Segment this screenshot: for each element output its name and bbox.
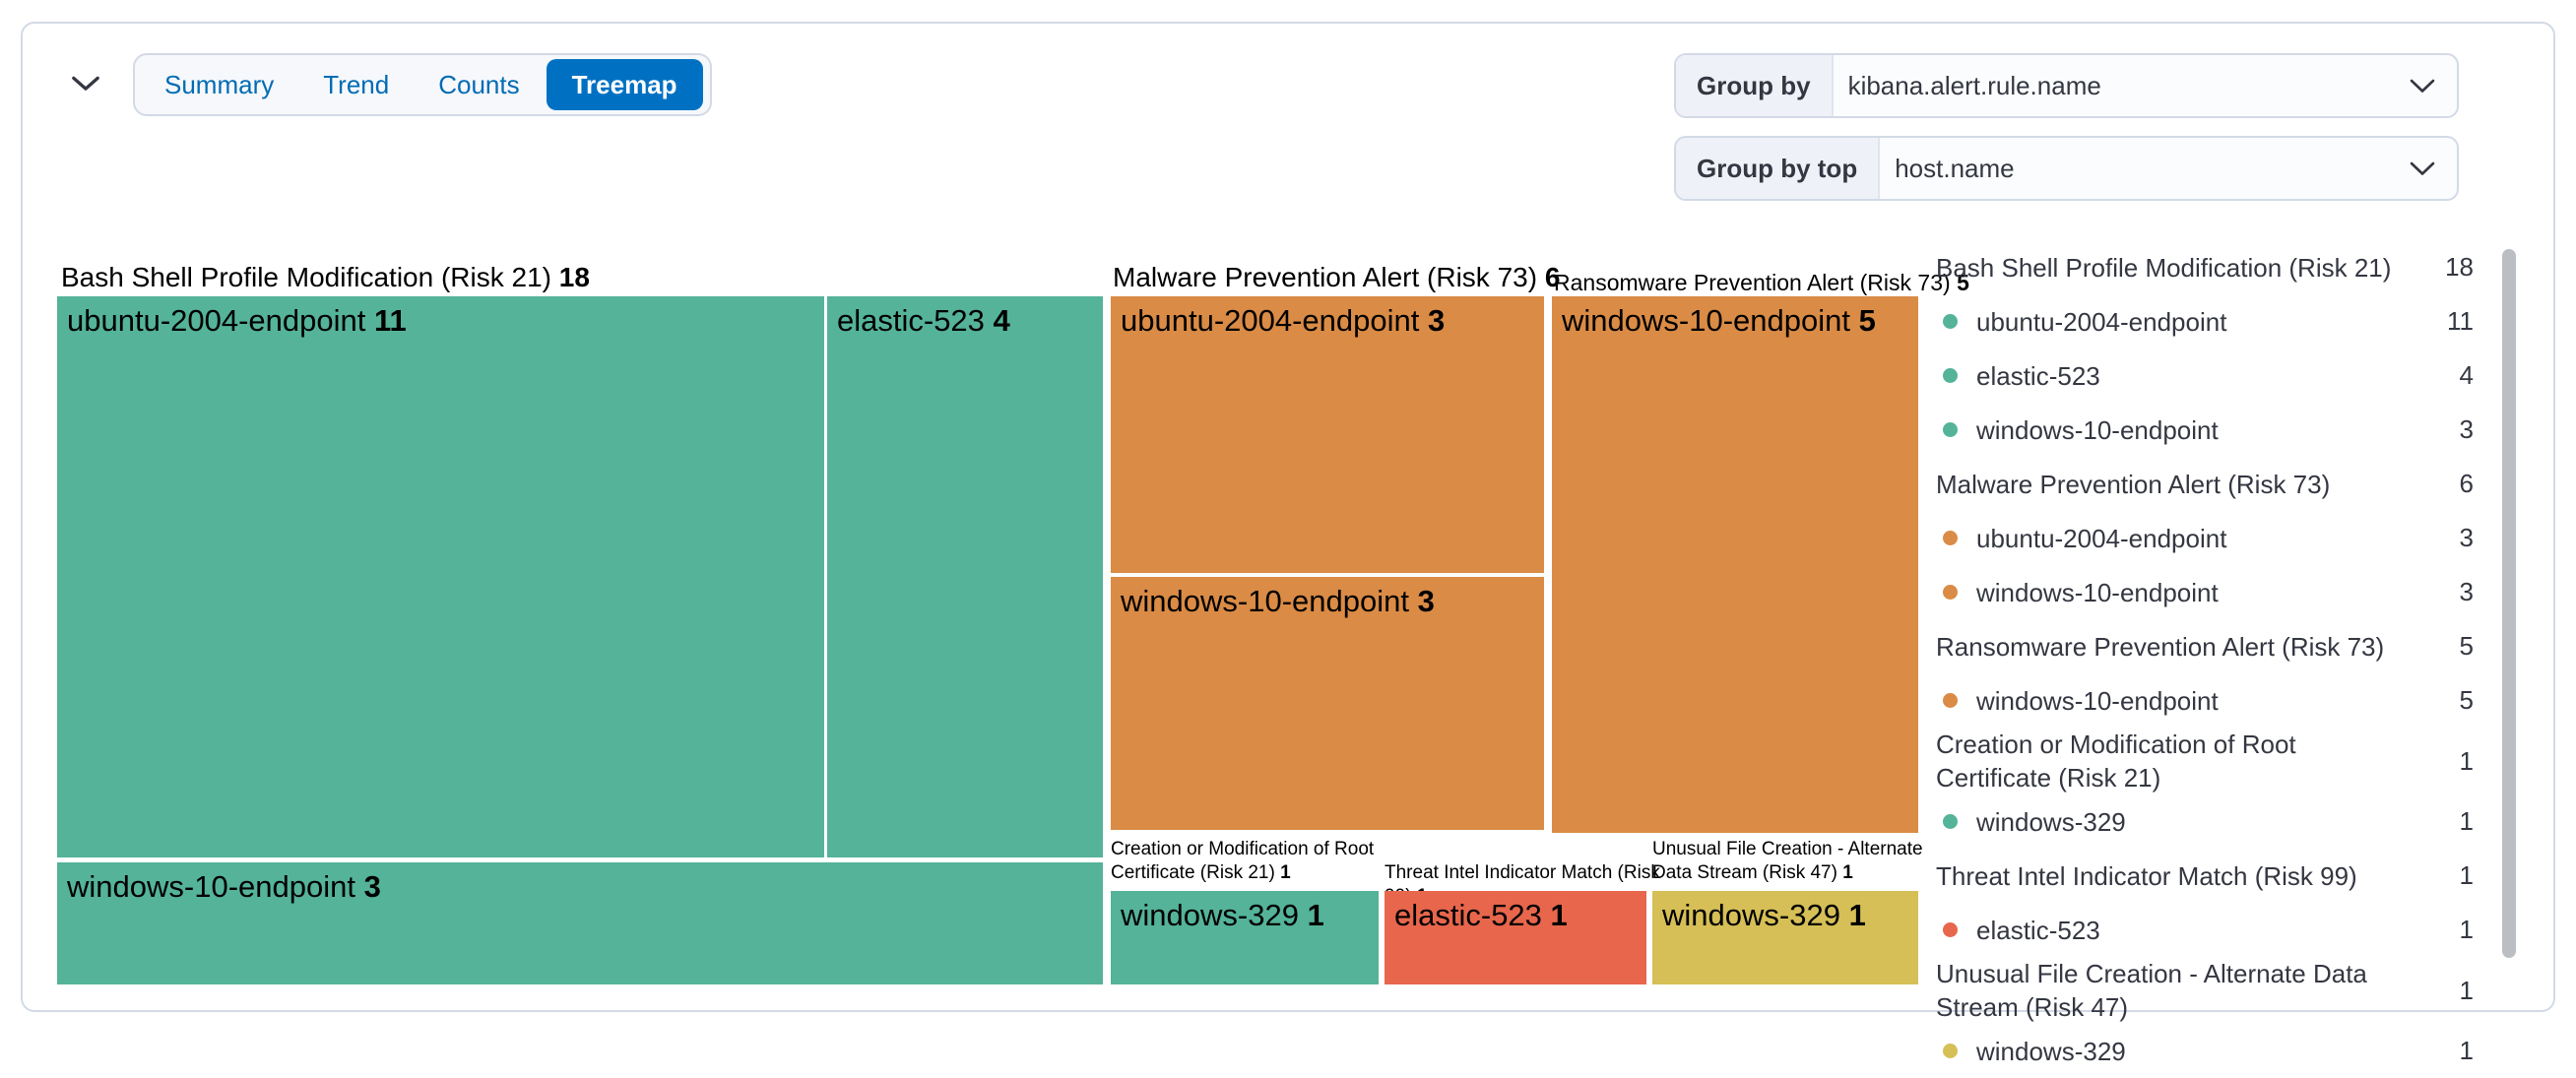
legend-item-label: ubuntu-2004-endpoint bbox=[1976, 306, 2227, 337]
legend-group-row[interactable]: Threat Intel Indicator Match (Risk 99) 1 bbox=[1936, 849, 2474, 903]
tab-summary[interactable]: Summary bbox=[140, 55, 298, 114]
legend-item-value: 1 bbox=[2459, 915, 2474, 944]
legend-group-value: 6 bbox=[2459, 469, 2474, 498]
legend-scrollbar[interactable] bbox=[2502, 249, 2516, 958]
treemap-cell[interactable]: elastic-523 4 bbox=[827, 296, 1103, 857]
legend-color-dot-icon bbox=[1943, 1044, 1958, 1058]
legend-item-value: 11 bbox=[2447, 306, 2474, 336]
legend-group-label: Threat Intel Indicator Match (Risk 99) bbox=[1936, 860, 2357, 891]
legend-item-label: elastic-523 bbox=[1976, 360, 2100, 391]
collapse-section-button[interactable] bbox=[67, 67, 104, 100]
legend-group-label: Ransomware Prevention Alert (Risk 73) bbox=[1936, 631, 2385, 662]
legend-color-dot-icon bbox=[1943, 814, 1958, 829]
legend-group-row[interactable]: Ransomware Prevention Alert (Risk 73) 5 bbox=[1936, 619, 2474, 673]
legend-group-row[interactable]: Creation or Modification of Root Certifi… bbox=[1936, 728, 2474, 794]
legend-group-label: Malware Prevention Alert (Risk 73) bbox=[1936, 469, 2331, 499]
treemap-cell[interactable]: windows-329 1 bbox=[1652, 891, 1918, 984]
treemap-cell[interactable]: ubuntu-2004-endpoint 11 bbox=[57, 296, 824, 857]
legend-item-label: windows-10-endpoint bbox=[1976, 685, 2219, 716]
tab-treemap[interactable]: Treemap bbox=[546, 59, 703, 110]
legend-group-label: Creation or Modification of Root Certifi… bbox=[1936, 729, 2296, 793]
treemap-group-header: Malware Prevention Alert (Risk 73) 6 bbox=[1113, 262, 1561, 292]
legend-color-dot-icon bbox=[1943, 368, 1958, 383]
legend-group-value: 5 bbox=[2459, 631, 2474, 661]
legend-item-value: 3 bbox=[2459, 523, 2474, 552]
legend-group-value: 1 bbox=[2459, 975, 2474, 1005]
legend-item-value: 3 bbox=[2459, 577, 2474, 606]
legend-color-dot-icon bbox=[1943, 585, 1958, 600]
legend-item-value: 4 bbox=[2459, 360, 2474, 390]
legend-item-row[interactable]: windows-10-endpoint 5 bbox=[1936, 673, 2474, 728]
tab-trend[interactable]: Trend bbox=[298, 55, 414, 114]
group-by-prepend-label: Group by bbox=[1676, 55, 1834, 116]
treemap-cell[interactable]: windows-329 1 bbox=[1111, 891, 1379, 984]
treemap-cell[interactable]: windows-10-endpoint 3 bbox=[57, 862, 1103, 984]
legend-group-value: 1 bbox=[2459, 860, 2474, 890]
legend-item-row[interactable]: windows-329 1 bbox=[1936, 1024, 2474, 1078]
legend-item-value: 1 bbox=[2459, 1036, 2474, 1065]
legend-item-label: elastic-523 bbox=[1976, 915, 2100, 945]
treemap-cell[interactable]: windows-10-endpoint 3 bbox=[1111, 577, 1544, 830]
legend-group-value: 1 bbox=[2459, 745, 2474, 776]
legend-item-value: 3 bbox=[2459, 414, 2474, 444]
legend-color-dot-icon bbox=[1943, 531, 1958, 545]
legend-group-value: 18 bbox=[2445, 252, 2474, 282]
legend-group-row[interactable]: Bash Shell Profile Modification (Risk 21… bbox=[1936, 240, 2474, 294]
legend-item-label: ubuntu-2004-endpoint bbox=[1976, 523, 2227, 553]
treemap-cell[interactable]: windows-10-endpoint 5 bbox=[1552, 296, 1918, 833]
treemap-cell[interactable]: elastic-523 1 bbox=[1385, 891, 1646, 984]
legend-item-value: 1 bbox=[2459, 806, 2474, 836]
group-by-value: kibana.alert.rule.name bbox=[1847, 70, 2101, 100]
chevron-down-icon bbox=[2410, 161, 2435, 176]
legend-item-label: windows-10-endpoint bbox=[1976, 414, 2219, 445]
legend-color-dot-icon bbox=[1943, 422, 1958, 437]
treemap-group-header: Bash Shell Profile Modification (Risk 21… bbox=[61, 262, 590, 292]
legend: Bash Shell Profile Modification (Risk 21… bbox=[1936, 240, 2474, 1078]
legend-item-row[interactable]: windows-10-endpoint 3 bbox=[1936, 565, 2474, 619]
legend-item-row[interactable]: windows-329 1 bbox=[1936, 794, 2474, 849]
legend-item-label: windows-329 bbox=[1976, 806, 2126, 837]
legend-item-label: windows-329 bbox=[1976, 1036, 2126, 1066]
group-by-select[interactable]: Group by kibana.alert.rule.name bbox=[1674, 53, 2459, 118]
legend-group-label: Bash Shell Profile Modification (Risk 21… bbox=[1936, 252, 2392, 283]
legend-item-row[interactable]: ubuntu-2004-endpoint 3 bbox=[1936, 511, 2474, 565]
chevron-down-icon bbox=[71, 75, 100, 93]
legend-color-dot-icon bbox=[1943, 314, 1958, 329]
legend-color-dot-icon bbox=[1943, 693, 1958, 708]
legend-item-value: 5 bbox=[2459, 685, 2474, 715]
tab-counts[interactable]: Counts bbox=[414, 55, 544, 114]
legend-item-row[interactable]: ubuntu-2004-endpoint 11 bbox=[1936, 294, 2474, 349]
legend-color-dot-icon bbox=[1943, 922, 1958, 937]
chart-view-toggle: Summary Trend Counts Treemap bbox=[133, 53, 712, 116]
group-by-top-prepend-label: Group by top bbox=[1676, 138, 1881, 199]
chevron-down-icon bbox=[2410, 79, 2435, 94]
legend-item-label: windows-10-endpoint bbox=[1976, 577, 2219, 607]
treemap-group-header: Creation or Modification of Root Certifi… bbox=[1111, 839, 1375, 883]
treemap-cell[interactable]: ubuntu-2004-endpoint 3 bbox=[1111, 296, 1544, 573]
legend-group-label: Unusual File Creation - Alternate Data S… bbox=[1936, 959, 2367, 1022]
legend-item-row[interactable]: elastic-523 1 bbox=[1936, 903, 2474, 957]
legend-item-row[interactable]: elastic-523 4 bbox=[1936, 349, 2474, 403]
legend-group-row[interactable]: Malware Prevention Alert (Risk 73) 6 bbox=[1936, 457, 2474, 511]
group-by-top-select[interactable]: Group by top host.name bbox=[1674, 136, 2459, 201]
treemap-group-header: Ransomware Prevention Alert (Risk 73) 5 bbox=[1554, 270, 1969, 295]
legend-item-row[interactable]: windows-10-endpoint 3 bbox=[1936, 403, 2474, 457]
legend-group-row[interactable]: Unusual File Creation - Alternate Data S… bbox=[1936, 957, 2474, 1024]
treemap-group-header: Unusual File Creation - Alternate Data S… bbox=[1652, 839, 1923, 883]
group-by-top-value: host.name bbox=[1895, 153, 2015, 183]
